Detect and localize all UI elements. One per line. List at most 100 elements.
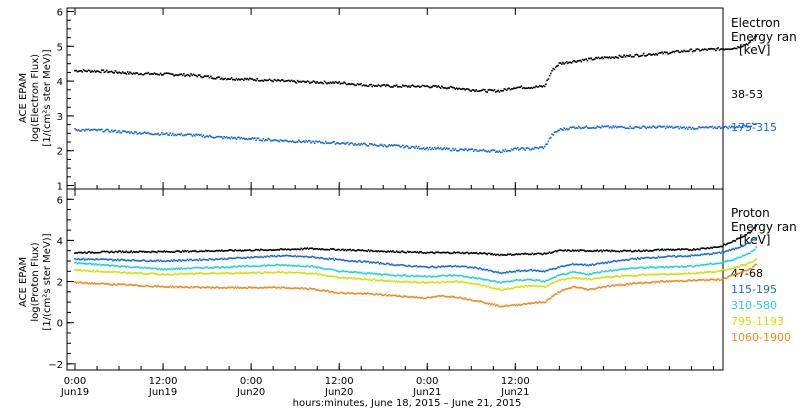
data-point bbox=[299, 140, 301, 143]
data-point bbox=[508, 287, 511, 290]
data-point bbox=[304, 272, 306, 274]
data-point bbox=[153, 72, 156, 74]
data-point bbox=[461, 251, 464, 254]
data-point bbox=[151, 272, 153, 275]
data-point bbox=[724, 244, 727, 246]
data-point bbox=[213, 266, 216, 268]
data-point bbox=[403, 264, 405, 267]
data-point bbox=[620, 268, 623, 270]
data-point bbox=[404, 264, 407, 267]
data-point bbox=[230, 257, 233, 259]
data-point bbox=[662, 256, 665, 258]
data-point bbox=[334, 143, 337, 145]
data-point bbox=[587, 250, 590, 252]
data-point bbox=[465, 265, 468, 268]
data-point bbox=[446, 147, 448, 149]
data-point bbox=[129, 251, 131, 253]
data-point bbox=[389, 295, 392, 297]
data-point bbox=[749, 242, 751, 244]
data-point bbox=[515, 148, 518, 150]
data-point bbox=[541, 86, 544, 88]
data-point bbox=[630, 55, 633, 58]
data-point bbox=[586, 126, 589, 129]
data-point bbox=[602, 285, 605, 288]
data-point bbox=[86, 282, 89, 284]
data-point bbox=[253, 272, 256, 274]
data-point bbox=[477, 252, 480, 255]
data-point bbox=[535, 278, 537, 281]
data-point bbox=[541, 301, 544, 304]
data-point bbox=[103, 271, 106, 273]
data-point bbox=[592, 58, 595, 61]
data-point bbox=[509, 150, 512, 152]
data-point bbox=[238, 78, 240, 80]
data-point bbox=[170, 250, 173, 253]
data-point bbox=[447, 251, 449, 254]
data-point bbox=[562, 273, 564, 275]
data-point bbox=[460, 274, 463, 277]
data-point bbox=[689, 126, 692, 129]
data-point bbox=[118, 71, 120, 74]
data-point bbox=[419, 265, 421, 268]
data-point bbox=[494, 91, 497, 93]
data-point bbox=[348, 271, 350, 273]
data-point bbox=[334, 249, 337, 252]
data-point bbox=[359, 249, 361, 252]
data-point bbox=[118, 250, 120, 252]
data-point bbox=[602, 276, 605, 279]
data-point bbox=[222, 137, 224, 140]
data-point bbox=[732, 267, 734, 270]
data-point bbox=[424, 265, 426, 268]
data-point bbox=[518, 279, 520, 282]
data-point bbox=[266, 139, 268, 142]
data-point bbox=[357, 249, 360, 251]
data-point bbox=[234, 271, 237, 274]
data-point bbox=[390, 86, 393, 88]
data-point bbox=[529, 284, 531, 287]
data-point bbox=[647, 53, 650, 56]
data-point bbox=[408, 281, 410, 284]
data-point bbox=[224, 249, 227, 252]
data-point bbox=[335, 270, 338, 272]
data-point bbox=[365, 278, 367, 280]
data-point bbox=[376, 250, 378, 253]
data-point bbox=[683, 272, 685, 275]
data-point bbox=[399, 295, 402, 297]
data-point bbox=[342, 248, 344, 251]
data-point bbox=[722, 127, 725, 130]
data-point bbox=[282, 248, 284, 251]
data-point bbox=[499, 151, 502, 154]
data-point bbox=[90, 258, 92, 261]
data-point bbox=[573, 285, 575, 288]
data-point bbox=[170, 267, 173, 270]
data-point bbox=[651, 125, 654, 128]
data-point bbox=[229, 257, 232, 259]
data-point bbox=[519, 86, 522, 89]
data-point bbox=[639, 266, 641, 269]
data-point bbox=[507, 305, 509, 308]
data-point bbox=[627, 127, 629, 129]
data-point bbox=[86, 70, 89, 73]
data-point bbox=[521, 252, 524, 255]
data-point bbox=[152, 272, 155, 274]
data-point bbox=[392, 86, 394, 88]
data-point bbox=[135, 259, 137, 262]
data-point bbox=[321, 274, 323, 276]
data-point bbox=[165, 260, 168, 262]
data-point bbox=[272, 80, 274, 83]
data-point bbox=[475, 283, 477, 286]
data-point bbox=[362, 278, 365, 281]
data-point bbox=[680, 273, 683, 275]
data-point bbox=[150, 267, 152, 270]
data-point bbox=[217, 249, 219, 252]
data-point bbox=[260, 139, 262, 142]
data-point bbox=[343, 292, 345, 295]
data-point bbox=[650, 127, 652, 129]
data-point bbox=[388, 263, 391, 265]
data-point bbox=[556, 131, 558, 133]
data-point bbox=[151, 73, 153, 75]
data-point bbox=[173, 286, 175, 289]
data-point bbox=[647, 126, 650, 129]
data-point bbox=[497, 281, 499, 284]
data-point bbox=[320, 273, 322, 276]
